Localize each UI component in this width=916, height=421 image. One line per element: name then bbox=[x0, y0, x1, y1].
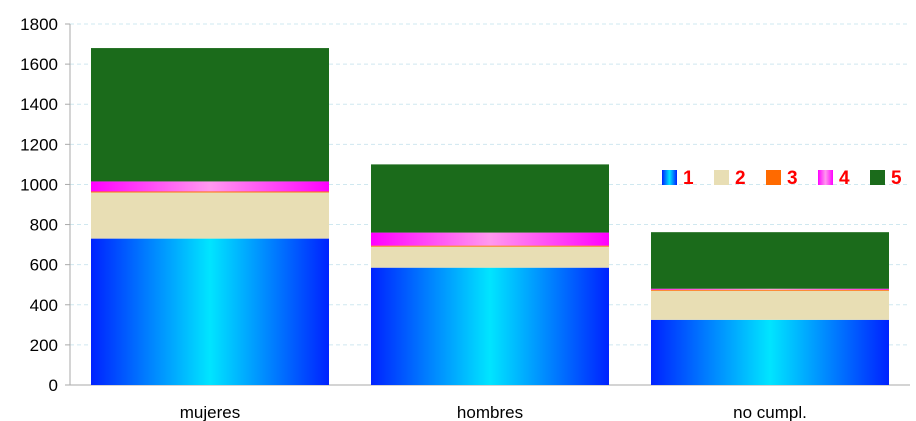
y-tick-label: 600 bbox=[30, 256, 58, 275]
legend: 1 2 3 4 5 bbox=[662, 168, 902, 189]
legend-label-1: 1 bbox=[683, 168, 694, 189]
bar-segment-series-5-hombres bbox=[371, 164, 609, 233]
legend-label-4: 4 bbox=[839, 168, 850, 189]
bar-segment-series-2-no-cumpl- bbox=[651, 290, 889, 320]
bars bbox=[91, 48, 889, 385]
bar-segment-series-2-hombres bbox=[371, 246, 609, 268]
y-tick-label: 800 bbox=[30, 216, 58, 235]
legend-label-2: 2 bbox=[735, 168, 746, 189]
bar-segment-series-1-no-cumpl- bbox=[651, 319, 889, 385]
x-tick-label: hombres bbox=[457, 403, 523, 421]
y-tick-label: 0 bbox=[49, 376, 58, 395]
x-tick-label: mujeres bbox=[180, 403, 240, 421]
x-tick-label: no cumpl. bbox=[733, 403, 807, 421]
bar-segment-series-2-mujeres bbox=[91, 192, 329, 239]
legend-swatch-5 bbox=[870, 170, 885, 185]
y-tick-label: 1200 bbox=[20, 135, 58, 154]
bar-segment-series-3-no-cumpl- bbox=[651, 289, 889, 291]
bar-segment-series-4-hombres bbox=[371, 232, 609, 246]
bar-segment-series-1-mujeres bbox=[91, 238, 329, 385]
y-tick-label: 1000 bbox=[20, 175, 58, 194]
bar-segment-series-3-hombres bbox=[371, 245, 609, 247]
axes: 0 200 400 600 800 1000 1200 1400 1600 1800 mujeres… bbox=[20, 15, 910, 421]
bar-segment-series-1-hombres bbox=[371, 267, 609, 385]
y-tick-label: 1400 bbox=[20, 95, 58, 114]
legend-swatch-2 bbox=[714, 170, 729, 185]
bar-segment-series-5-mujeres bbox=[91, 48, 329, 182]
legend-swatch-4 bbox=[818, 170, 833, 185]
bar-segment-series-3-mujeres bbox=[91, 191, 329, 193]
legend-label-5: 5 bbox=[891, 168, 902, 189]
bar-segment-series-5-no-cumpl- bbox=[651, 232, 889, 289]
legend-swatch-1 bbox=[662, 170, 677, 185]
y-tick-label: 1600 bbox=[20, 55, 58, 74]
y-tick-label: 200 bbox=[30, 336, 58, 355]
bar-segment-series-4-no-cumpl- bbox=[651, 288, 889, 290]
bar-segment-series-4-mujeres bbox=[91, 181, 329, 192]
y-tick-label: 400 bbox=[30, 296, 58, 315]
legend-swatch-3 bbox=[766, 170, 781, 185]
legend-label-3: 3 bbox=[787, 168, 798, 189]
y-tick-label: 1800 bbox=[20, 15, 58, 34]
